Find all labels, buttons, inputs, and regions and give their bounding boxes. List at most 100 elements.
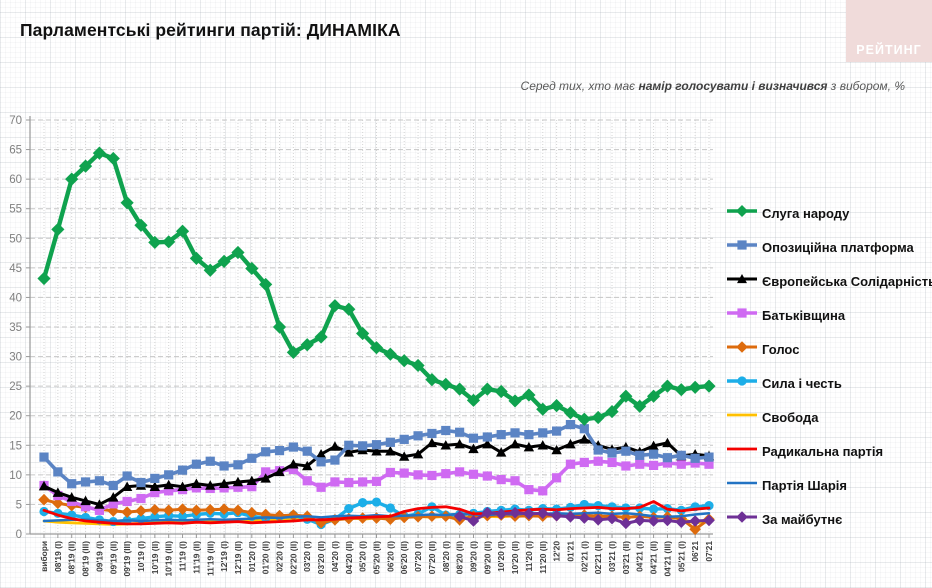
svg-text:09'19 (III): 09'19 (III)	[122, 541, 132, 577]
rating-logo: РЕЙТИНГ	[846, 0, 932, 62]
legend-marker-syla-i-chest-icon	[726, 373, 758, 394]
series-radykalna-partiia	[42, 500, 711, 526]
svg-text:11'20 (II): 11'20 (II)	[538, 541, 548, 574]
svg-text:35: 35	[9, 322, 22, 334]
legend-label-partiia-shariia: Партія Шарія	[762, 477, 847, 493]
legend-label-za-maibutnie: За майбутнє	[762, 511, 843, 527]
svg-text:12'19 (I): 12'19 (I)	[219, 541, 229, 572]
svg-text:08'19 (I): 08'19 (I)	[53, 541, 63, 572]
svg-text:11'20 (I): 11'20 (I)	[524, 541, 534, 572]
svg-text:45: 45	[9, 263, 22, 275]
svg-text:05'20 (I): 05'20 (I)	[358, 541, 368, 572]
legend-item-yevropeiska-solidarnist: Європейська Солідарність	[726, 264, 932, 298]
svg-text:07'20 (II): 07'20 (II)	[427, 541, 437, 574]
svg-text:06'21: 06'21	[690, 541, 700, 562]
tick-marks	[26, 119, 710, 538]
svg-text:40: 40	[9, 292, 22, 304]
svg-text:04'21 (III): 04'21 (III)	[662, 541, 672, 577]
legend-marker-holos-icon	[726, 339, 758, 360]
legend-item-holos: Голос	[726, 332, 932, 366]
legend-marker-partiia-shariia-icon	[726, 475, 758, 496]
legend-item-za-maibutnie: За майбутнє	[726, 502, 932, 536]
svg-text:10'19 (I): 10'19 (I)	[136, 541, 146, 572]
svg-text:04'20 (II): 04'20 (II)	[344, 541, 354, 574]
svg-text:20: 20	[9, 411, 22, 423]
svg-text:55: 55	[9, 204, 22, 216]
svg-text:25: 25	[9, 381, 22, 393]
svg-text:08'19 (III): 08'19 (III)	[81, 541, 91, 577]
svg-text:02'21 (I): 02'21 (I)	[579, 541, 589, 572]
legend-marker-yevropeiska-solidarnist-icon	[726, 271, 758, 292]
legend-item-sluha-narodu: Слуга народу	[726, 196, 932, 230]
legend-item-svoboda: Свобода	[726, 400, 932, 434]
legend-marker-batkivshchyna-icon	[726, 305, 758, 326]
svg-text:12'20: 12'20	[552, 541, 562, 562]
rating-logo-text: РЕЙТИНГ	[856, 43, 922, 57]
legend-item-radykalna-partiia: Радикальна партія	[726, 434, 932, 468]
svg-text:09'20 (II): 09'20 (II)	[482, 541, 492, 574]
legend-label-yevropeiska-solidarnist: Європейська Солідарність	[762, 273, 932, 289]
legend-label-syla-i-chest: Сила і честь	[762, 375, 842, 391]
page-title: Парламентські рейтинги партій: ДИНАМІКА	[20, 20, 401, 40]
chart-legend: Слуга народу Опозиційна платформа Європейс…	[726, 196, 932, 536]
legend-label-svoboda: Свобода	[762, 409, 819, 425]
legend-marker-svoboda-icon	[726, 407, 758, 428]
svg-text:08'19 (II): 08'19 (II)	[67, 541, 77, 574]
svg-text:10'19 (II): 10'19 (II)	[150, 541, 160, 574]
legend-marker-opozytsiina-platforma-icon	[726, 237, 758, 258]
svg-text:вибори: вибори	[39, 541, 49, 572]
svg-text:08'20 (II): 08'20 (II)	[455, 541, 465, 574]
legend-item-syla-i-chest: Сила і честь	[726, 366, 932, 400]
legend-label-opozytsiina-platforma: Опозиційна платформа	[762, 239, 914, 255]
legend-label-holos: Голос	[762, 341, 800, 357]
svg-text:12'19 (II): 12'19 (II)	[233, 541, 243, 574]
svg-text:03'20 (I): 03'20 (I)	[302, 541, 312, 572]
svg-text:10'20 (I): 10'20 (I)	[496, 541, 506, 572]
svg-text:04'21 (II): 04'21 (II)	[649, 541, 659, 574]
svg-text:09'19 (I): 09'19 (I)	[94, 541, 104, 572]
svg-text:09'20 (I): 09'20 (I)	[468, 541, 478, 572]
svg-text:11'19 (I): 11'19 (I)	[178, 541, 188, 572]
svg-text:0: 0	[16, 529, 22, 541]
svg-text:10: 10	[9, 470, 22, 482]
svg-text:04'20 (I): 04'20 (I)	[330, 541, 340, 572]
svg-text:30: 30	[9, 352, 22, 364]
svg-text:04'21 (I): 04'21 (I)	[635, 541, 645, 572]
legend-marker-radykalna-partiia-icon	[726, 441, 758, 462]
svg-text:07'21: 07'21	[704, 541, 714, 562]
legend-marker-sluha-narodu-icon	[726, 203, 758, 224]
svg-text:60: 60	[9, 174, 22, 186]
x-tick-labels: вибори 08'19 (I) 08'19 (II) 08'19 (III) 09'1…	[39, 541, 714, 577]
legend-label-sluha-narodu: Слуга народу	[762, 205, 850, 221]
svg-text:05'21 (I): 05'21 (I)	[676, 541, 686, 572]
svg-text:15: 15	[9, 440, 22, 452]
legend-label-batkivshchyna: Батьківщина	[762, 307, 846, 323]
subtitle-bold: намір голосувати і визначився	[638, 79, 828, 93]
svg-text:01'20 (I): 01'20 (I)	[247, 541, 257, 572]
svg-text:01'20 (II): 01'20 (II)	[261, 541, 271, 574]
svg-text:06'20 (II): 06'20 (II)	[399, 541, 409, 574]
svg-text:06'20 (I): 06'20 (I)	[385, 541, 395, 572]
y-tick-labels: 0 5 10 15 20 25 30 35 40 45 50 55 60 65 70	[9, 115, 22, 541]
svg-text:70: 70	[9, 115, 22, 127]
svg-text:10'19 (III): 10'19 (III)	[164, 541, 174, 577]
svg-text:02'20 (II): 02'20 (II)	[288, 541, 298, 574]
legend-marker-za-maibutnie-icon	[726, 509, 758, 530]
svg-text:02'21 (II): 02'21 (II)	[593, 541, 603, 574]
legend-label-radykalna-partiia: Радикальна партія	[762, 443, 884, 459]
svg-text:10'20 (II): 10'20 (II)	[510, 541, 520, 574]
series-sluha-narodu	[37, 146, 716, 426]
svg-text:08'20 (I): 08'20 (I)	[441, 541, 451, 572]
legend-item-partiia-shariia: Партія Шарія	[726, 468, 932, 502]
series-opozytsiina-platforma	[39, 419, 714, 491]
legend-item-batkivshchyna: Батьківщина	[726, 298, 932, 332]
svg-text:02'20 (I): 02'20 (I)	[275, 541, 285, 572]
subtitle-suffix: з вибором, %	[827, 79, 905, 93]
svg-text:01'21: 01'21	[565, 541, 575, 562]
chart-subtitle: Серед тих, хто має намір голосувати і ви…	[521, 79, 905, 93]
axes	[29, 116, 713, 535]
svg-text:5: 5	[16, 499, 22, 511]
svg-text:03'20 (II): 03'20 (II)	[316, 541, 326, 574]
